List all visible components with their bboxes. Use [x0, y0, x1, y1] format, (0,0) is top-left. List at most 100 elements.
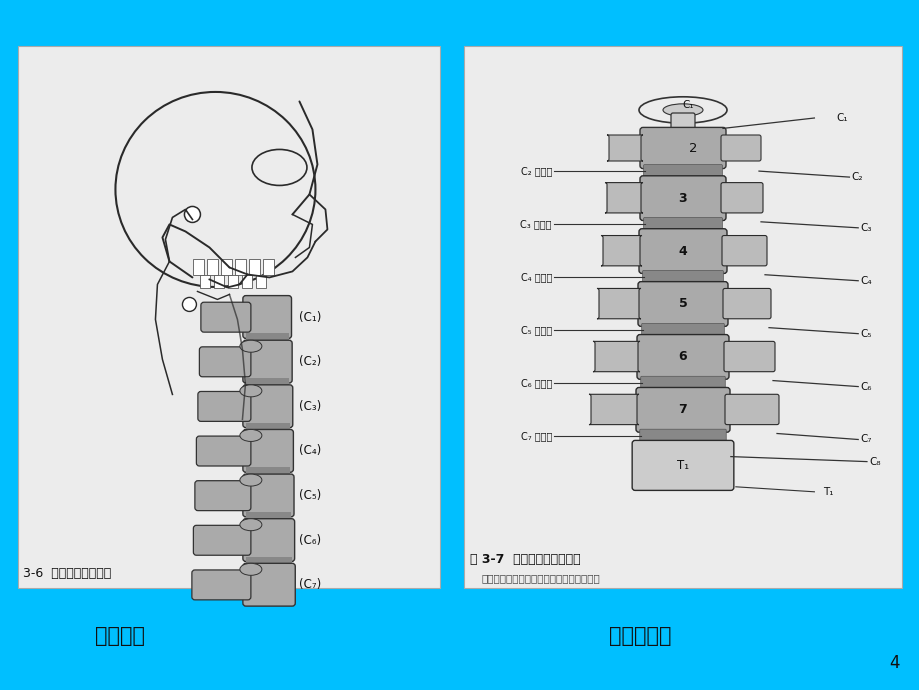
FancyBboxPatch shape — [640, 176, 725, 221]
FancyBboxPatch shape — [243, 519, 294, 562]
FancyBboxPatch shape — [641, 324, 723, 336]
Text: C₁: C₁ — [682, 100, 693, 110]
Text: T₁: T₁ — [823, 487, 833, 497]
Bar — [214, 275, 224, 288]
Text: (C₃): (C₃) — [299, 400, 321, 413]
FancyBboxPatch shape — [636, 335, 728, 380]
Ellipse shape — [240, 474, 262, 486]
FancyBboxPatch shape — [631, 440, 733, 491]
FancyBboxPatch shape — [600, 235, 641, 266]
Text: C₁: C₁ — [835, 113, 847, 123]
Text: C₄ 椎间盘: C₄ 椎间盘 — [520, 272, 551, 282]
FancyBboxPatch shape — [724, 394, 778, 424]
Text: C₆: C₆ — [859, 382, 871, 392]
FancyBboxPatch shape — [720, 183, 762, 213]
Ellipse shape — [663, 104, 702, 116]
FancyBboxPatch shape — [722, 288, 770, 319]
Bar — [200, 275, 210, 288]
FancyBboxPatch shape — [720, 135, 760, 161]
Text: C₃ 椎间盘: C₃ 椎间盘 — [520, 219, 551, 229]
Bar — [221, 259, 233, 275]
FancyBboxPatch shape — [642, 270, 722, 284]
Text: 7: 7 — [678, 404, 686, 416]
Text: 注意每节颈椎下方发出的神经根的命名次序: 注意每节颈椎下方发出的神经根的命名次序 — [482, 573, 600, 583]
FancyBboxPatch shape — [643, 165, 721, 177]
FancyBboxPatch shape — [605, 183, 642, 213]
FancyBboxPatch shape — [200, 302, 251, 332]
Bar — [245, 557, 291, 564]
Text: 3-6  颈椎和颅骨侧面观: 3-6 颈椎和颅骨侧面观 — [23, 567, 111, 580]
FancyBboxPatch shape — [640, 376, 724, 389]
Text: 七块椎骨: 七块椎骨 — [95, 626, 145, 646]
Text: 4: 4 — [889, 654, 899, 672]
Text: 2: 2 — [688, 141, 697, 155]
FancyBboxPatch shape — [639, 228, 726, 273]
FancyBboxPatch shape — [721, 235, 766, 266]
Ellipse shape — [240, 385, 262, 397]
Bar — [245, 512, 290, 520]
Text: 图 3-7  颈椎前面观示神经根: 图 3-7 颈椎前面观示神经根 — [470, 553, 580, 566]
Text: 5: 5 — [678, 297, 686, 310]
FancyBboxPatch shape — [637, 282, 727, 326]
Bar — [207, 259, 218, 275]
Text: (C₇): (C₇) — [299, 578, 321, 591]
FancyBboxPatch shape — [193, 525, 251, 555]
Bar — [245, 423, 289, 431]
FancyBboxPatch shape — [198, 391, 251, 422]
Text: (C₂): (C₂) — [299, 355, 321, 368]
Text: C₈: C₈ — [868, 457, 879, 466]
Bar — [228, 275, 238, 288]
Text: C₄: C₄ — [859, 276, 871, 286]
Bar — [245, 467, 290, 475]
Bar — [463, 46, 901, 588]
Text: (C₁): (C₁) — [299, 310, 321, 324]
Circle shape — [182, 297, 197, 311]
FancyBboxPatch shape — [196, 436, 251, 466]
Bar — [249, 259, 260, 275]
FancyBboxPatch shape — [643, 217, 721, 230]
Text: (C₄): (C₄) — [299, 444, 321, 457]
Ellipse shape — [240, 519, 262, 531]
Text: C₅ 椎间盘: C₅ 椎间盘 — [520, 325, 551, 335]
Ellipse shape — [240, 340, 262, 352]
FancyBboxPatch shape — [723, 342, 774, 372]
FancyBboxPatch shape — [243, 385, 292, 428]
Text: (C₅): (C₅) — [299, 489, 321, 502]
FancyBboxPatch shape — [243, 563, 295, 606]
Text: C₂ 椎间盘: C₂ 椎间盘 — [520, 166, 551, 176]
Text: C₂: C₂ — [850, 172, 862, 182]
FancyBboxPatch shape — [607, 135, 642, 161]
Bar — [243, 275, 252, 288]
FancyBboxPatch shape — [199, 347, 251, 377]
Text: T₁: T₁ — [676, 459, 688, 472]
FancyBboxPatch shape — [243, 340, 292, 383]
FancyBboxPatch shape — [192, 570, 251, 600]
Bar — [256, 275, 267, 288]
Ellipse shape — [240, 429, 262, 442]
Text: C₇ 椎间盘: C₇ 椎间盘 — [520, 431, 551, 441]
FancyBboxPatch shape — [195, 481, 251, 511]
FancyBboxPatch shape — [639, 429, 725, 442]
Text: 八对脊神经: 八对脊神经 — [608, 626, 671, 646]
Bar — [18, 46, 439, 588]
FancyBboxPatch shape — [640, 128, 725, 168]
Text: 4: 4 — [678, 244, 686, 257]
Text: C₅: C₅ — [859, 328, 871, 339]
Text: (C₆): (C₆) — [299, 533, 321, 546]
FancyBboxPatch shape — [596, 288, 641, 319]
FancyBboxPatch shape — [588, 394, 639, 424]
FancyBboxPatch shape — [243, 474, 294, 517]
Text: C₇: C₇ — [859, 435, 871, 444]
Bar — [193, 259, 204, 275]
Bar — [245, 378, 289, 386]
FancyBboxPatch shape — [243, 429, 293, 472]
Text: 6: 6 — [678, 351, 686, 364]
Text: C₃: C₃ — [859, 223, 871, 233]
Circle shape — [184, 206, 200, 222]
FancyBboxPatch shape — [670, 113, 694, 145]
Bar — [235, 259, 246, 275]
FancyBboxPatch shape — [635, 388, 729, 432]
Ellipse shape — [240, 563, 262, 575]
Bar — [263, 259, 274, 275]
Bar — [245, 333, 289, 342]
